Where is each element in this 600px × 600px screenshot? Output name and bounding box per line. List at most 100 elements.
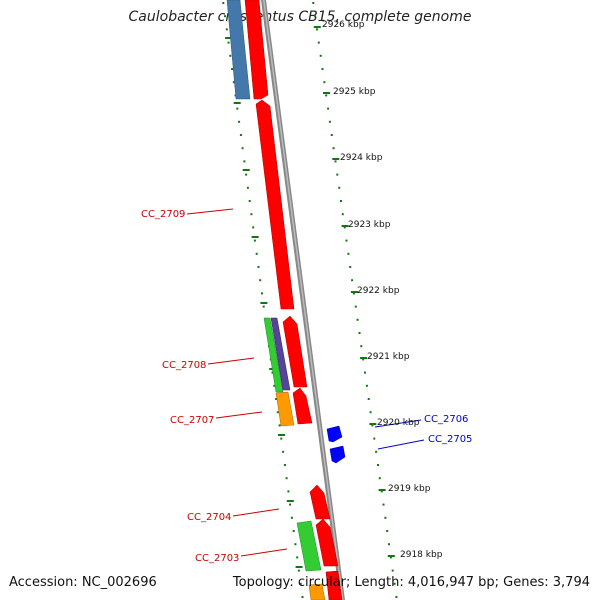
minor-tick — [349, 266, 352, 268]
gene-label-cc2703[interactable]: CC_2703 — [195, 553, 239, 564]
minor-tick — [373, 437, 376, 440]
minor-tick — [257, 266, 260, 268]
minor-tick — [332, 147, 335, 150]
minor-tick — [278, 424, 281, 427]
scale-label: 2923 kbp — [348, 220, 391, 230]
major-tick — [350, 291, 358, 293]
minor-tick — [271, 371, 274, 374]
minor-tick — [382, 503, 385, 506]
minor-tick — [325, 94, 328, 97]
minor-tick — [395, 596, 398, 598]
green-feature-cc2703 — [296, 520, 322, 572]
minor-tick — [238, 120, 241, 123]
major-tick — [323, 92, 330, 94]
minor-tick — [259, 279, 262, 282]
minor-tick — [224, 15, 226, 18]
minor-tick — [239, 134, 242, 136]
minor-tick — [340, 200, 342, 202]
minor-tick — [343, 226, 346, 229]
minor-tick — [380, 490, 383, 493]
minor-tick — [262, 305, 265, 308]
green-feature-cc2708 — [263, 317, 284, 393]
minor-tick — [336, 173, 339, 176]
accession-text: Accession: NC_002696 — [9, 575, 157, 590]
major-tick — [278, 434, 285, 436]
gene-labels: CC_2709 CC_2708 CC_2707 CC_2706 CC_2705 … — [141, 209, 472, 564]
minor-tick — [371, 424, 374, 427]
minor-tick — [314, 15, 317, 18]
minor-tick — [317, 41, 320, 44]
major-tick — [360, 357, 368, 359]
minor-tick — [321, 68, 324, 70]
minor-tick — [227, 41, 230, 44]
minor-tick — [327, 107, 330, 110]
minor-tick — [275, 398, 278, 400]
minor-tick — [391, 569, 394, 572]
minor-tick — [367, 398, 370, 400]
gene-label-cc2706[interactable]: CC_2706 — [424, 414, 468, 425]
minor-tick — [229, 54, 232, 57]
minor-tick — [323, 81, 326, 84]
scale-label: 2922 kbp — [357, 286, 400, 296]
minor-tick — [241, 147, 244, 150]
minor-tick — [273, 384, 276, 387]
major-tick — [378, 489, 386, 491]
minor-tick — [388, 543, 390, 546]
red-feature-bottom — [325, 570, 343, 600]
minor-tick — [358, 332, 361, 334]
minor-tick — [246, 186, 249, 189]
map-title: Caulobacter crescentus CB15, complete ge… — [128, 9, 472, 25]
minor-tick — [319, 54, 322, 57]
minor-tick — [378, 477, 381, 480]
minor-tick — [285, 477, 288, 480]
minor-tick — [369, 411, 372, 414]
gene-cc2705 — [329, 445, 346, 464]
leader-cc2707 — [215, 411, 263, 419]
minor-tick — [393, 582, 396, 585]
minor-tick — [299, 582, 302, 585]
leader-cc2706 — [374, 419, 422, 428]
minor-tick — [386, 530, 389, 532]
scale-label: 2921 kbp — [367, 352, 410, 362]
major-tick — [251, 236, 259, 238]
minor-tick — [377, 464, 379, 466]
gene-cc2703 — [315, 518, 339, 567]
minor-tick — [255, 252, 258, 255]
minor-tick — [283, 464, 286, 466]
major-tick — [225, 37, 233, 39]
gene-label-cc2708[interactable]: CC_2708 — [162, 360, 206, 371]
minor-tick — [287, 490, 290, 493]
minor-tick — [384, 516, 387, 519]
gene-cc2706 — [326, 425, 343, 443]
minor-tick — [232, 81, 235, 84]
major-tick — [295, 566, 303, 568]
minor-tick — [365, 384, 368, 387]
gene-label-cc2707[interactable]: CC_2707 — [170, 415, 214, 426]
orange-feature-bottom — [308, 583, 326, 600]
minor-tick — [280, 437, 283, 440]
minor-tick — [312, 2, 315, 4]
gene-label-cc2709[interactable]: CC_2709 — [141, 209, 185, 220]
genome-summary-text: Topology: circular; Length: 4,016,947 bp… — [232, 575, 590, 590]
major-tick — [387, 555, 395, 557]
minor-tick — [316, 28, 318, 31]
minor-tick — [351, 279, 354, 282]
major-tick — [369, 423, 377, 425]
major-tick — [332, 158, 340, 160]
outer-tick-ring — [312, 2, 398, 598]
leader-cc2709 — [186, 208, 234, 215]
scale-labels: 2926 kbp 2925 kbp 2924 kbp 2923 kbp 2922… — [322, 20, 443, 560]
purple-feature-cc2708 — [270, 317, 291, 391]
gene-label-cc2704[interactable]: CC_2704 — [187, 512, 231, 523]
major-tick — [341, 225, 349, 227]
major-tick — [233, 102, 241, 104]
minor-tick — [297, 569, 300, 572]
gene-label-cc2705[interactable]: CC_2705 — [428, 434, 472, 445]
minor-tick — [250, 213, 253, 216]
minor-tick — [225, 28, 228, 31]
minor-tick — [360, 345, 363, 348]
gene-cc2707 — [292, 387, 313, 425]
leader-cc2708 — [207, 357, 255, 365]
scale-label: 2919 kbp — [388, 484, 431, 494]
